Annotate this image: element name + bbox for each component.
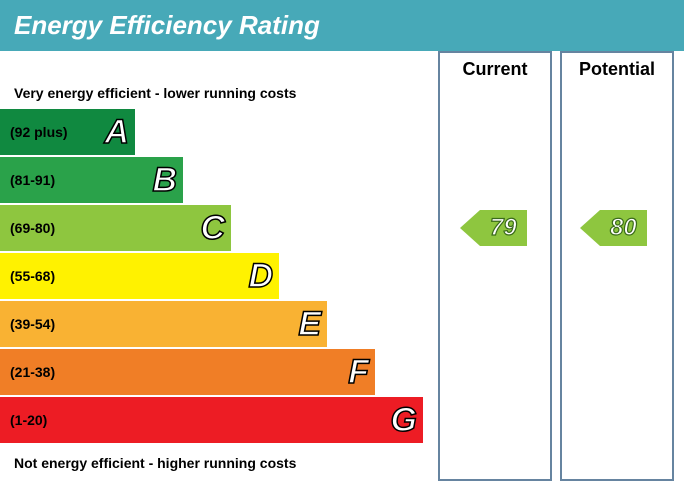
rating-band-a: (92 plus) A — [0, 109, 135, 155]
arrow-current-value: 79 — [480, 210, 527, 246]
rating-band-f: (21-38) F — [0, 349, 375, 395]
band-letter: E — [298, 305, 321, 344]
band-letter: G — [391, 401, 417, 440]
inefficient-label: Not energy efficient - higher running co… — [14, 455, 296, 471]
column-current: Current — [438, 51, 552, 481]
arrow-current: 79 — [460, 210, 527, 246]
arrow-head-icon — [460, 210, 480, 246]
band-range: (39-54) — [10, 316, 55, 332]
rating-band-g: (1-20) G — [0, 397, 423, 443]
column-current-header: Current — [440, 53, 550, 86]
band-range: (92 plus) — [10, 124, 68, 140]
rating-band-e: (39-54) E — [0, 301, 327, 347]
column-potential-header: Potential — [562, 53, 672, 86]
rating-band-d: (55-68) D — [0, 253, 279, 299]
rating-band-b: (81-91) B — [0, 157, 183, 203]
band-range: (55-68) — [10, 268, 55, 284]
chart-title: Energy Efficiency Rating — [0, 0, 684, 51]
band-range: (69-80) — [10, 220, 55, 236]
band-range: (21-38) — [10, 364, 55, 380]
band-letter: F — [348, 353, 369, 392]
arrow-potential: 80 — [580, 210, 647, 246]
rating-band-c: (69-80) C — [0, 205, 231, 251]
band-letter: C — [200, 209, 225, 248]
band-range: (1-20) — [10, 412, 47, 428]
band-letter: B — [152, 161, 177, 200]
band-letter: D — [248, 257, 273, 296]
band-letter: A — [104, 113, 129, 152]
band-range: (81-91) — [10, 172, 55, 188]
rating-bands: (92 plus) A (81-91) B (69-80) C (55-68) D (39-54… — [0, 109, 423, 445]
chart-area: Very energy efficient - lower running co… — [0, 51, 684, 491]
arrow-potential-value: 80 — [600, 210, 647, 246]
efficient-label: Very energy efficient - lower running co… — [14, 85, 296, 101]
column-potential: Potential — [560, 51, 674, 481]
arrow-head-icon — [580, 210, 600, 246]
